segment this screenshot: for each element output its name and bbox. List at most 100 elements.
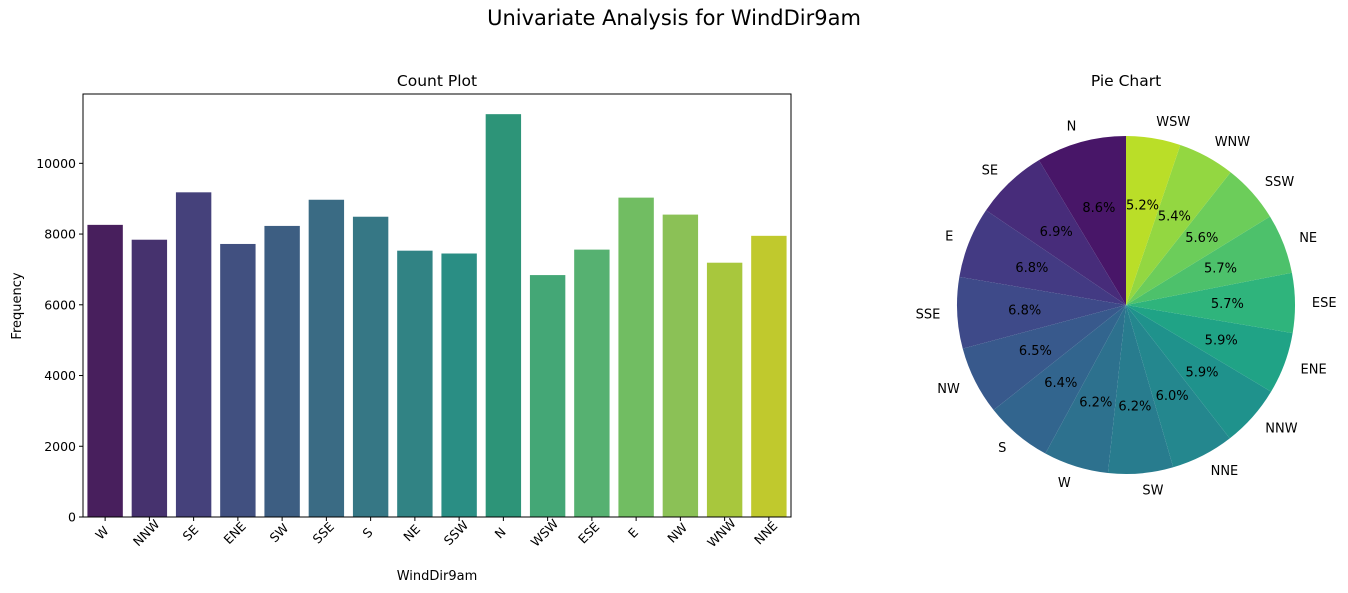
bar-w	[87, 224, 123, 517]
pie-label: WSW	[1156, 115, 1190, 130]
x-tick-label: NW	[664, 520, 690, 546]
pie-pct-label: 6.2%	[1079, 395, 1112, 410]
count-plot-bars	[87, 114, 787, 518]
pie-slice-ese	[1126, 272, 1295, 334]
pie-label: NE	[1299, 231, 1317, 246]
pie-label: NNW	[1265, 422, 1297, 437]
bar-wnw	[706, 262, 743, 517]
bar-ese	[574, 249, 610, 518]
pie-label: S	[998, 441, 1006, 456]
bar-e	[618, 197, 654, 517]
pie-slices	[957, 136, 1295, 474]
x-tick-label: NNW	[130, 517, 163, 550]
x-tick-label: NE	[400, 521, 423, 544]
pie-slice-ene	[1126, 305, 1293, 392]
y-tick-label: 0	[68, 510, 76, 525]
pie-pct-label: 6.4%	[1044, 376, 1077, 391]
bar-ssw	[441, 253, 477, 517]
pie-label: NNE	[1211, 464, 1239, 479]
x-tick-label: WNW	[704, 515, 739, 550]
x-tick-label: S	[359, 525, 375, 541]
x-tick-label: N	[492, 524, 509, 541]
pie-pct-label: 5.7%	[1211, 297, 1244, 312]
count-plot-axes-frame	[82, 93, 792, 518]
pie-pct-label: 5.9%	[1205, 334, 1238, 349]
pie-label: NW	[937, 382, 960, 397]
pie-slice-nne	[1126, 305, 1230, 468]
pie-slice-s	[993, 305, 1126, 454]
pie-pct-label: 8.6%	[1082, 201, 1115, 216]
bar-ne	[397, 250, 433, 518]
pie-label: N	[1067, 119, 1077, 134]
pie-label: WNW	[1215, 135, 1251, 150]
pie-pct-label: 6.2%	[1118, 400, 1151, 415]
y-tick-label: 10000	[36, 156, 76, 171]
pie-pct-label: 6.0%	[1156, 389, 1189, 404]
pie-slice-w	[1045, 305, 1126, 474]
x-tick-label: SW	[266, 520, 291, 545]
y-tick-label: 6000	[44, 297, 76, 312]
count-plot-x-axis-label: WindDir9am	[397, 569, 478, 584]
pie-label: E	[945, 229, 953, 244]
bar-nnw	[131, 239, 168, 518]
pie-slice-n	[1038, 136, 1126, 305]
bar-nne	[751, 235, 787, 517]
bar-sw	[264, 225, 300, 517]
pie-label: W	[1058, 476, 1071, 491]
pie-slice-wnw	[1126, 144, 1231, 305]
pie-slice-ne	[1126, 216, 1292, 305]
pie-pct-label: 6.8%	[1008, 303, 1041, 318]
pie-slice-se	[986, 160, 1126, 305]
pie-pct-label: 5.6%	[1185, 231, 1218, 246]
pie-slice-e	[959, 210, 1126, 305]
x-tick-label: ESE	[575, 519, 602, 546]
pie-label: SW	[1142, 484, 1163, 499]
y-tick-label: 2000	[44, 439, 76, 454]
bar-nw	[662, 214, 699, 518]
bar-s	[352, 216, 389, 517]
pie-slice-sw	[1107, 305, 1174, 474]
pie-pct-label: 6.5%	[1019, 344, 1052, 359]
pie-pct-label: 5.7%	[1204, 262, 1237, 277]
pie-label: ENE	[1301, 363, 1327, 378]
pie-pct-label: 5.4%	[1158, 209, 1191, 224]
bar-sse	[308, 199, 345, 517]
pie-pct-label: 5.9%	[1185, 366, 1218, 381]
count-plot-y-axis-label: Frequency	[10, 272, 25, 339]
bar-se	[175, 192, 212, 517]
pie-label: SSE	[916, 307, 941, 322]
bar-wsw	[529, 275, 566, 517]
pie-slice-nnw	[1126, 305, 1272, 439]
y-tick-label: 8000	[44, 227, 76, 242]
x-tick-label: SSE	[309, 519, 336, 546]
figure-title: Univariate Analysis for WindDir9am	[487, 6, 861, 30]
y-tick-label: 4000	[44, 368, 76, 383]
bar-ene	[220, 243, 256, 517]
x-tick-label: W	[92, 523, 111, 542]
pie-labels: N 8.6% SE 6.9% E 6.8% SSE 6.8% NW 6.5% S 6.4% W 6.2% S…	[916, 115, 1337, 499]
pie-slice-wsw	[1126, 136, 1181, 305]
count-plot-y-ticks: 0 2000 4000 6000 8000 10000	[36, 156, 83, 525]
x-tick-label: WSW	[528, 516, 562, 550]
count-plot-title: Count Plot	[397, 72, 477, 90]
pie-label: SE	[982, 164, 998, 179]
x-tick-label: ENE	[220, 519, 248, 547]
x-tick-label: SSW	[441, 518, 472, 549]
pie-slice-sse	[957, 276, 1126, 349]
pie-pct-label: 6.8%	[1015, 261, 1048, 276]
count-plot-x-ticks: W NNW SE ENE SW SSE S NE SSW N WSW ESE E NW WNW NNE	[92, 515, 780, 550]
x-tick-label: NNE	[751, 518, 780, 547]
bar-n	[485, 114, 522, 517]
pie-pct-label: 5.2%	[1126, 199, 1159, 214]
pie-slice-nw	[962, 305, 1126, 411]
x-tick-label: SE	[180, 522, 202, 544]
pie-chart: Pie Chart N 8.6% SE 6.9% E 6.8% SSE 6.8% NW 6.5% S…	[916, 72, 1337, 499]
x-tick-label: E	[625, 525, 641, 541]
pie-pct-label: 6.9%	[1040, 225, 1073, 240]
pie-chart-title: Pie Chart	[1091, 72, 1161, 90]
pie-slice-ssw	[1126, 172, 1270, 305]
pie-label: ESE	[1312, 296, 1337, 311]
pie-label: SSW	[1265, 175, 1295, 190]
